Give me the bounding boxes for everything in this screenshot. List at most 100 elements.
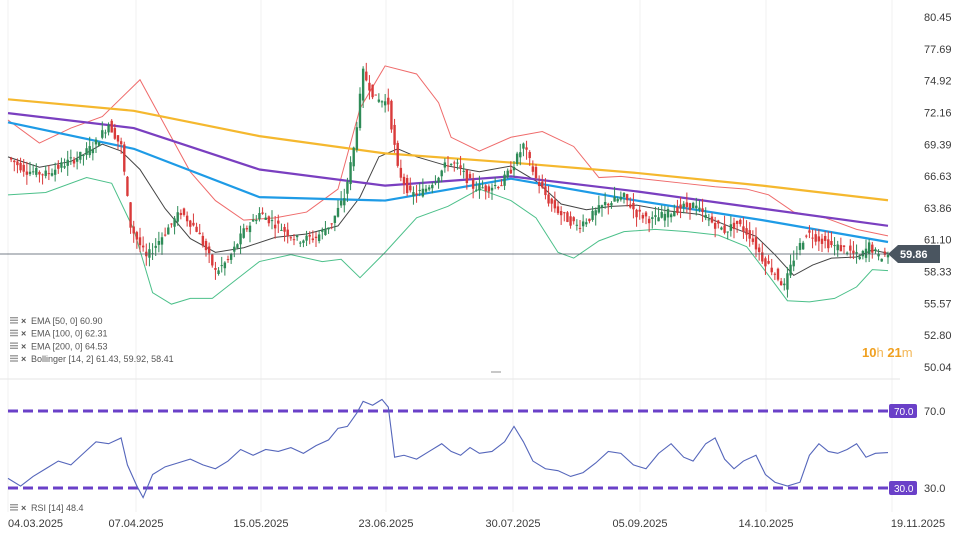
candle xyxy=(644,211,648,225)
candle xyxy=(569,211,572,229)
candle-body xyxy=(13,160,16,163)
candle-body xyxy=(295,235,299,238)
candle-body xyxy=(591,210,594,220)
candle-body xyxy=(138,237,142,246)
candle xyxy=(295,234,299,241)
candle xyxy=(695,197,698,216)
rsi-panel[interactable]: 70.0 70.0 30.0 30.0 × RSI [14] 48.4 xyxy=(7,398,945,513)
candle-body xyxy=(666,208,670,218)
candle xyxy=(845,251,849,256)
list-icon xyxy=(10,342,18,349)
candle xyxy=(629,197,632,209)
candle xyxy=(41,173,44,185)
remove-icon[interactable]: × xyxy=(21,503,26,513)
legend-label: EMA [100, 0] 62.31 xyxy=(31,329,108,339)
candle-body xyxy=(50,173,54,176)
candle xyxy=(374,94,377,96)
candle xyxy=(211,253,214,268)
price-tick-label: 72.16 xyxy=(924,107,952,119)
candle xyxy=(776,267,780,282)
rsi-axis-label: 30.0 xyxy=(924,483,945,495)
legend-row[interactable]: × EMA [200, 0] 64.53 xyxy=(10,341,108,351)
legend-row[interactable]: × EMA [100, 0] 62.31 xyxy=(10,329,108,339)
last-price-label: 59.86 xyxy=(900,249,928,261)
legend-row[interactable]: × EMA [50, 0] 60.90 xyxy=(10,316,103,326)
candle xyxy=(522,142,525,157)
candle-body xyxy=(286,229,289,237)
candle xyxy=(459,155,462,176)
candle-body xyxy=(446,165,450,167)
candle xyxy=(490,183,494,200)
candle-body xyxy=(651,217,654,219)
remove-icon[interactable]: × xyxy=(21,316,26,326)
candle xyxy=(506,168,509,179)
candle-body xyxy=(25,171,29,175)
candle xyxy=(673,204,676,217)
last-price-marker-bg xyxy=(888,244,940,263)
candle xyxy=(525,140,528,160)
candle-body xyxy=(754,237,758,250)
candle-body xyxy=(757,247,761,253)
candle xyxy=(566,211,569,223)
candle-body xyxy=(647,218,651,224)
legend-row[interactable]: × RSI [14] 48.4 xyxy=(10,503,84,513)
candle-body xyxy=(424,188,428,192)
legend-row[interactable]: × Bollinger [14, 2] 61.43, 59.92, 58.41 xyxy=(10,354,174,364)
candle xyxy=(195,222,198,233)
candle xyxy=(594,207,597,226)
candle-body xyxy=(170,223,173,225)
candle-body xyxy=(387,97,390,105)
candle xyxy=(726,231,729,240)
candle xyxy=(361,66,365,109)
candle-body xyxy=(500,185,503,187)
candle xyxy=(512,161,516,177)
candle xyxy=(135,230,139,249)
candle-body xyxy=(308,234,311,237)
rsi-axis-label: 70.0 xyxy=(924,406,945,418)
candle xyxy=(132,220,135,243)
candle-body xyxy=(292,239,296,241)
candle xyxy=(732,217,736,239)
candle-body xyxy=(141,245,145,248)
remove-icon[interactable]: × xyxy=(21,329,26,339)
candle xyxy=(343,188,346,213)
candle-body xyxy=(119,141,123,145)
candle xyxy=(852,241,855,260)
candle-body xyxy=(710,216,714,223)
remove-icon[interactable]: × xyxy=(21,341,26,351)
candle-body xyxy=(321,229,324,232)
candle xyxy=(515,151,519,167)
candle xyxy=(798,238,802,256)
candle xyxy=(377,93,381,104)
vertical-grid xyxy=(7,0,893,512)
candle xyxy=(405,174,409,197)
candle xyxy=(484,184,487,200)
candle xyxy=(220,256,223,273)
candle-body xyxy=(35,167,38,175)
candle-body xyxy=(839,245,843,252)
candle-body xyxy=(679,204,682,209)
candle-body xyxy=(79,151,82,160)
candle-body xyxy=(314,236,318,239)
candle xyxy=(365,62,368,82)
candle-body xyxy=(317,234,321,242)
candle xyxy=(214,261,217,280)
candle-body xyxy=(126,176,129,196)
candle xyxy=(717,219,720,229)
price-panel[interactable]: 80.45 77.69 74.92 72.16 69.39 66.63 63.86 61.10… xyxy=(0,0,952,512)
candle xyxy=(339,191,343,208)
candle-body xyxy=(94,139,98,145)
ema-50-line xyxy=(7,121,889,244)
rsi-level-badge xyxy=(889,481,917,495)
remove-icon[interactable]: × xyxy=(21,354,26,364)
rsi-line xyxy=(7,398,889,499)
candle xyxy=(764,256,767,275)
candle-body xyxy=(726,231,729,233)
candle xyxy=(9,156,13,163)
candle-body xyxy=(324,228,327,236)
candle-body xyxy=(330,223,333,225)
candle xyxy=(97,141,101,147)
candle-body xyxy=(610,203,613,206)
date-tick-label: 23.06.2025 xyxy=(358,518,413,530)
